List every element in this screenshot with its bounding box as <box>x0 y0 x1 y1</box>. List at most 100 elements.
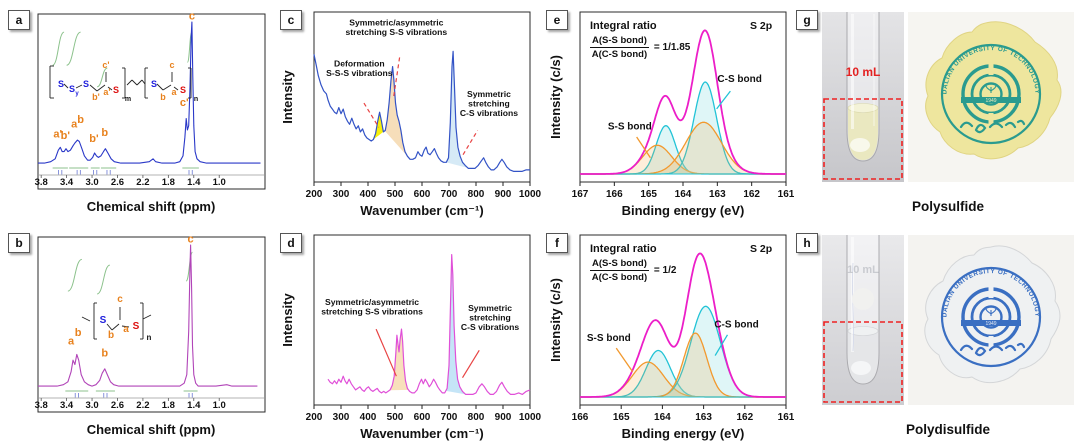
x-axis-label: Wavenumber (cm⁻¹) <box>360 426 483 441</box>
plot-frame <box>313 234 531 406</box>
svg-text:C-S vibrations: C-S vibrations <box>461 322 519 332</box>
envelope-curve <box>580 29 786 175</box>
annotation-line <box>375 328 397 377</box>
envelope-curve <box>580 252 786 398</box>
xps-chart-polysulfide: Intensity (c/s) Binding energy (eV) S-S … <box>548 11 794 218</box>
seal-emblem-gap <box>988 286 994 298</box>
svg-text:n: n <box>147 333 152 342</box>
x-tick: 166 <box>606 189 623 200</box>
spectrum-curve <box>327 254 531 395</box>
x-tick: 200 <box>306 189 323 200</box>
panel-letter: e <box>546 10 568 30</box>
x-tick: 800 <box>468 412 485 423</box>
svg-text:c': c' <box>102 60 109 70</box>
x-tick: 164 <box>654 412 671 423</box>
liquid-meniscus <box>847 326 879 336</box>
panel-letter: g <box>796 10 818 30</box>
x-tick: 3.0 <box>85 177 98 188</box>
svg-text:stretching: stretching <box>468 98 510 108</box>
photo-test-tube-polydisulfide: 10 mL <box>822 235 904 405</box>
x-tick: 2.6 <box>111 177 124 188</box>
seal-emblem-ring <box>979 305 1003 329</box>
x-tick: 1.8 <box>162 177 175 188</box>
svg-text:b: b <box>108 330 114 341</box>
integral-trace <box>185 251 194 282</box>
seal-emblem-gap <box>988 336 994 348</box>
x-tick: 1000 <box>519 412 542 423</box>
plot-frame <box>313 11 531 183</box>
x-tick: 161 <box>778 189 794 200</box>
seal-band <box>961 320 1021 326</box>
label-pointer-line <box>615 347 634 373</box>
spectrum-region-label: S 2p <box>750 243 773 255</box>
test-tube <box>846 12 880 162</box>
x-tick: 900 <box>495 412 512 423</box>
peak-label: b' <box>61 130 71 142</box>
plot-frame <box>37 236 266 413</box>
seal-emblem-gap <box>988 63 994 75</box>
peak-label: a <box>71 119 78 131</box>
ratio-numerator: A(S-S bond) <box>590 258 649 271</box>
x-tick: 1.4 <box>187 177 201 188</box>
svg-text:S: S <box>69 84 75 94</box>
component-label: C-S bond <box>717 74 761 85</box>
peak-label: a <box>68 336 75 348</box>
peak-label: b <box>75 327 82 339</box>
label-pointer-line <box>716 90 731 110</box>
x-tick: 2.2 <box>136 400 149 411</box>
integral-ratio-title: Integral ratio <box>590 20 657 32</box>
x-axis-label: Binding energy (eV) <box>622 203 745 218</box>
peak-label: b' <box>89 133 99 145</box>
seal-year: 1949 <box>985 98 996 104</box>
x-tick: 165 <box>640 189 657 200</box>
y-axis-label: Intensity <box>280 70 295 124</box>
svg-text:a: a <box>123 324 129 335</box>
x-tick: 700 <box>441 412 458 423</box>
integral-ratio-block: Integral ratio A(S-S bond) A(C-S bond) =… <box>590 243 676 283</box>
x-tick: 600 <box>414 189 431 200</box>
highlight-fill <box>445 254 466 395</box>
panel-letter: f <box>546 233 568 253</box>
nmr-chart-polysulfide: Chemical shift (ppm) 3.8 3.4 3.0 2.6 2.2 1.8 1… <box>35 11 266 214</box>
spectrum-curve <box>38 244 258 387</box>
x-tick: 1.0 <box>213 400 226 411</box>
svg-text:S: S <box>58 79 64 89</box>
glass-highlight <box>851 14 854 129</box>
volume-label: 10 mL <box>846 65 881 79</box>
glass-highlight <box>873 14 875 126</box>
x-tick: 500 <box>387 189 404 200</box>
label-pointer-line <box>636 136 651 159</box>
panel-d-raman-polydisulfide: d Intensity Wavenumber (cm⁻¹) Symmetric/… <box>276 227 546 443</box>
panel-letter: a <box>8 10 30 30</box>
volume-label: 10 mL <box>847 264 879 276</box>
nmr-chart-polydisulfide: Chemical shift (ppm) 3.8 3.4 3.0 2.6 2.2 1.8 1… <box>35 234 266 437</box>
svg-text:Symmetric: Symmetric <box>467 89 511 99</box>
integral-trace <box>66 31 81 66</box>
x-tick: 900 <box>495 189 512 200</box>
peak-label: b <box>77 114 84 126</box>
integral-trace <box>96 67 108 88</box>
integral-trace <box>52 31 65 66</box>
svg-text:Symmetric: Symmetric <box>468 303 512 313</box>
highlight-fill <box>372 112 385 141</box>
component-label: S-S bond <box>587 333 631 344</box>
svg-text:Symmetric/asymmetric: Symmetric/asymmetric <box>325 297 419 307</box>
integral-ratio-block: Integral ratio A(S-S bond) A(C-S bond) =… <box>590 20 690 60</box>
ratio-denominator: A(C-S bond) <box>591 272 648 283</box>
panel-letter: c <box>280 10 302 30</box>
y-axis-label: Intensity (c/s) <box>548 55 563 139</box>
panel-f-xps-polydisulfide: f Intensity (c/s) Binding energy (eV) S-… <box>546 227 794 443</box>
x-tick: 1.8 <box>162 400 175 411</box>
svg-text:y: y <box>75 91 79 97</box>
photo-polysulfide-film-stamp: DALIAN UNIVERSITY OF TECHNOLOGY 1949 <box>908 12 1074 182</box>
x-tick: 162 <box>736 412 753 423</box>
peak-label: a' <box>53 129 62 141</box>
peak-label: c' <box>180 97 189 109</box>
photo-caption: Polydisulfide <box>905 422 990 437</box>
